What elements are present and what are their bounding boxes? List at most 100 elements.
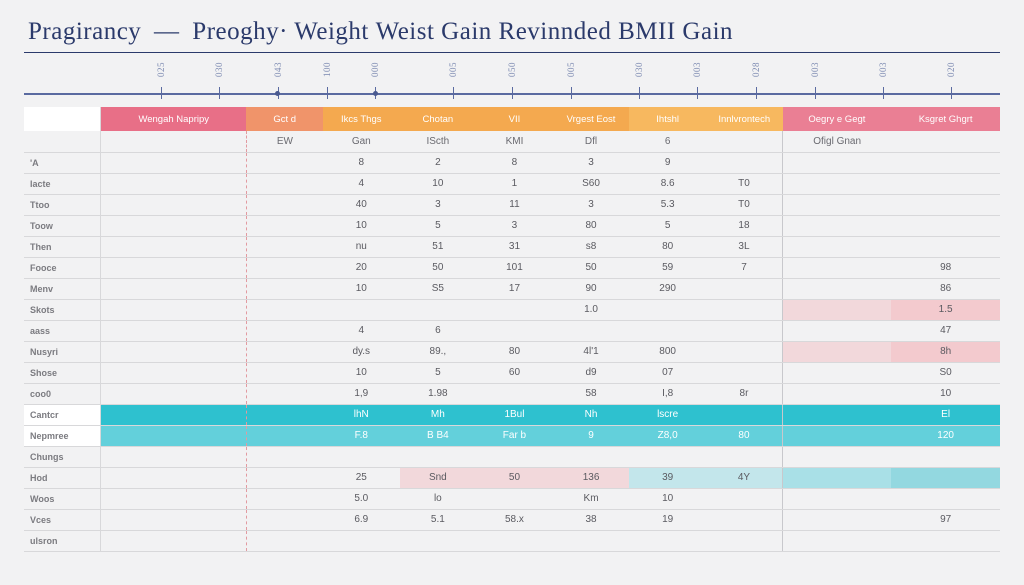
row-label: Nusyri — [24, 341, 101, 362]
cell — [783, 425, 892, 446]
cell — [101, 299, 247, 320]
cell: 2 — [400, 152, 477, 173]
cell: 90 — [553, 278, 630, 299]
cell — [783, 173, 892, 194]
cell — [706, 278, 783, 299]
cell — [246, 257, 323, 278]
cell — [246, 152, 323, 173]
page-root: Pragirancy — Preoghy· Weight Weist Gain … — [0, 0, 1024, 585]
cell — [476, 446, 553, 467]
table-row: Thennu5131s8803L — [24, 236, 1000, 257]
row-label: coo0 — [24, 383, 101, 404]
row-label: ulsron — [24, 530, 101, 551]
cell: 9 — [553, 425, 630, 446]
title-word: Gain — [682, 18, 733, 45]
cell — [891, 236, 1000, 257]
subheader-cell — [101, 131, 247, 152]
cell: S5 — [400, 278, 477, 299]
title-word: Weight — [294, 18, 369, 45]
cell — [476, 530, 553, 551]
cell: 101 — [476, 257, 553, 278]
cell — [783, 278, 892, 299]
cell: T0 — [706, 173, 783, 194]
cell — [246, 383, 323, 404]
table-row: CantcrlhNMh1BulNhlscreEl — [24, 404, 1000, 425]
cell: 40 — [323, 194, 400, 215]
cell: 8r — [706, 383, 783, 404]
tick-mark — [571, 87, 572, 99]
cell — [629, 446, 706, 467]
cell: 4l'1 — [553, 341, 630, 362]
cell — [101, 278, 247, 299]
row-label: Shose — [24, 362, 101, 383]
cell: Z8,0 — [629, 425, 706, 446]
cell — [476, 383, 553, 404]
tick-label: 030 — [634, 55, 644, 85]
tick-label: 043 — [273, 55, 283, 85]
table-row: Toow105380518 — [24, 215, 1000, 236]
cell — [706, 530, 783, 551]
cell: 86 — [891, 278, 1000, 299]
cell: Km — [553, 488, 630, 509]
title-word: Pragirancy — [28, 18, 141, 45]
cell — [706, 299, 783, 320]
subheader-cell — [891, 131, 1000, 152]
header-cell: Vrgest Eost — [553, 107, 630, 131]
cell — [101, 425, 247, 446]
table-row: Nusyridy.s89.,804l'18008h — [24, 341, 1000, 362]
cell: s8 — [553, 236, 630, 257]
row-label: Cantcr — [24, 404, 101, 425]
cell — [101, 509, 247, 530]
cell: 6.9 — [323, 509, 400, 530]
cell: 17 — [476, 278, 553, 299]
table-row: Vces6.95.158.x381997 — [24, 509, 1000, 530]
tick-label: 100 — [322, 55, 332, 85]
ruler-tick: 020 — [936, 55, 966, 87]
row-label: Skots — [24, 299, 101, 320]
tick-mark — [161, 87, 162, 99]
cell: dy.s — [323, 341, 400, 362]
row-label: lacte — [24, 173, 101, 194]
cell: 31 — [476, 236, 553, 257]
cell: 5 — [400, 362, 477, 383]
cell: 50 — [476, 467, 553, 488]
cell — [783, 404, 892, 425]
cell — [101, 152, 247, 173]
cell — [101, 194, 247, 215]
cell: 50 — [553, 257, 630, 278]
cell: lscre — [629, 404, 706, 425]
cell — [783, 257, 892, 278]
cell: 10 — [400, 173, 477, 194]
title-word: Gain — [441, 18, 492, 45]
cell — [101, 467, 247, 488]
cell: 98 — [891, 257, 1000, 278]
cell: 07 — [629, 362, 706, 383]
ruler-tick: 043 — [263, 55, 293, 87]
cell — [101, 404, 247, 425]
cell — [101, 257, 247, 278]
cell: d9 — [553, 362, 630, 383]
cell: 7 — [706, 257, 783, 278]
title-word: Weist — [376, 18, 435, 45]
subheader-cell: EW — [246, 131, 323, 152]
cell: Far b — [476, 425, 553, 446]
cell: 3 — [476, 215, 553, 236]
ruler-tick: 005 — [556, 55, 586, 87]
cell: 20 — [323, 257, 400, 278]
row-label: Hod — [24, 467, 101, 488]
table-row: Hod25Snd50136394Y — [24, 467, 1000, 488]
cell — [323, 446, 400, 467]
table-row: Chungs — [24, 446, 1000, 467]
cell: 8h — [891, 341, 1000, 362]
title-word: Preoghy· — [192, 18, 288, 45]
cell: Mh — [400, 404, 477, 425]
ruler-tick: 003 — [682, 55, 712, 87]
cell — [706, 446, 783, 467]
ruler-tick: 003 — [800, 55, 830, 87]
cell: 5 — [629, 215, 706, 236]
cell: 9 — [629, 152, 706, 173]
table-row: Woos5.0loKm10 — [24, 488, 1000, 509]
table-row: aass4647 — [24, 320, 1000, 341]
cell: T0 — [706, 194, 783, 215]
cell — [101, 341, 247, 362]
